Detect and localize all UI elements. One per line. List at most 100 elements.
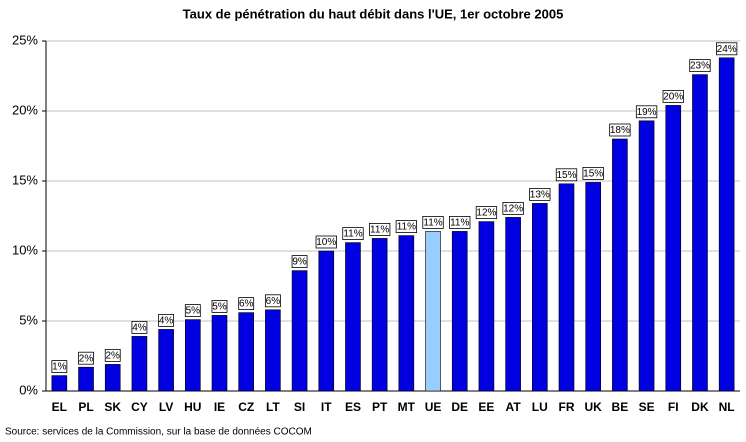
y-tick-label: 15% bbox=[12, 172, 38, 187]
y-tick-label: 0% bbox=[19, 382, 38, 397]
bar bbox=[318, 250, 335, 392]
bar bbox=[104, 364, 121, 392]
value-label: 11% bbox=[450, 218, 469, 229]
value-label: 15% bbox=[583, 169, 603, 180]
value-label-box bbox=[716, 42, 738, 56]
value-label-box bbox=[475, 206, 498, 220]
value-label-box bbox=[211, 299, 228, 313]
bar bbox=[505, 217, 521, 392]
x-tick-label: SK bbox=[104, 400, 121, 414]
bar bbox=[211, 315, 228, 392]
value-label: 19% bbox=[637, 107, 657, 118]
bar bbox=[265, 309, 281, 392]
x-tick-label: IT bbox=[321, 400, 332, 414]
y-tick-label: 10% bbox=[12, 242, 38, 257]
x-tick-label: AT bbox=[506, 400, 522, 414]
x-tick-label: DK bbox=[691, 400, 709, 414]
bar bbox=[665, 105, 682, 392]
bar bbox=[425, 231, 441, 392]
value-label: 2% bbox=[79, 353, 94, 364]
bar bbox=[532, 203, 548, 392]
value-label-box bbox=[422, 215, 444, 229]
bar bbox=[612, 138, 628, 392]
x-tick-label: EE bbox=[478, 400, 494, 414]
bar bbox=[451, 231, 468, 392]
x-tick-label: FR bbox=[559, 400, 575, 414]
chart-title: Taux de pénétration du haut débit dans l… bbox=[183, 6, 564, 21]
value-label-box bbox=[131, 320, 148, 334]
x-tick-label: SI bbox=[294, 400, 305, 414]
value-label-box bbox=[158, 313, 175, 327]
value-label-box bbox=[51, 360, 68, 374]
bar bbox=[345, 242, 361, 392]
x-tick-label: DE bbox=[451, 400, 468, 414]
x-tick-label: EL bbox=[52, 400, 67, 414]
x-tick-label: CZ bbox=[238, 400, 254, 414]
value-label: 11% bbox=[370, 225, 389, 236]
y-tick-label: 5% bbox=[19, 312, 38, 327]
value-label: 13% bbox=[530, 190, 550, 201]
value-label: 24% bbox=[717, 44, 737, 55]
value-label-box bbox=[238, 297, 255, 311]
bar bbox=[78, 366, 94, 392]
value-label-box bbox=[689, 59, 711, 72]
value-label: 2% bbox=[106, 351, 121, 362]
value-label: 10% bbox=[316, 237, 336, 248]
value-label-box bbox=[369, 222, 391, 236]
bar bbox=[238, 312, 254, 392]
value-label: 11% bbox=[397, 222, 416, 233]
x-tick-label: LT bbox=[266, 400, 280, 414]
value-label: 6% bbox=[266, 296, 281, 307]
y-tick-label: 20% bbox=[12, 102, 38, 117]
x-tick-label: BE bbox=[612, 400, 629, 414]
bar bbox=[158, 329, 174, 392]
bar bbox=[558, 183, 575, 392]
value-label: 5% bbox=[212, 302, 227, 313]
value-label-box bbox=[582, 166, 604, 180]
value-label-box bbox=[264, 294, 281, 308]
value-label-box bbox=[609, 123, 631, 137]
value-label-box bbox=[395, 220, 417, 234]
x-tick-label: LV bbox=[159, 400, 173, 414]
x-tick-label: SE bbox=[639, 400, 655, 414]
bar bbox=[291, 270, 308, 392]
bar bbox=[718, 57, 735, 392]
x-tick-label: FI bbox=[668, 400, 679, 414]
value-label: 1% bbox=[52, 362, 67, 373]
x-tick-label: CY bbox=[131, 400, 148, 414]
value-label: 15% bbox=[556, 170, 576, 181]
value-label: 12% bbox=[476, 208, 496, 219]
x-tick-label: NL bbox=[719, 400, 735, 414]
value-label: 12% bbox=[503, 204, 523, 215]
bar bbox=[585, 182, 601, 392]
value-label: 20% bbox=[663, 92, 683, 103]
value-label-box bbox=[555, 168, 578, 182]
value-label-box bbox=[104, 348, 121, 362]
x-tick-label: PL bbox=[78, 400, 93, 414]
x-tick-label: MT bbox=[398, 400, 416, 414]
value-label-box bbox=[529, 187, 551, 201]
value-label: 11% bbox=[343, 229, 362, 240]
x-tick-label: HU bbox=[184, 400, 201, 414]
value-label-box bbox=[315, 235, 337, 249]
bar bbox=[692, 74, 708, 392]
x-tick-label: IE bbox=[214, 400, 225, 414]
x-tick-label: PT bbox=[372, 400, 388, 414]
value-label-box bbox=[78, 351, 94, 365]
bar bbox=[371, 238, 388, 392]
x-tick-label: LU bbox=[532, 400, 548, 414]
value-label-box bbox=[662, 90, 684, 103]
value-label: 4% bbox=[159, 316, 174, 327]
bar bbox=[131, 336, 148, 392]
value-label: 6% bbox=[239, 299, 254, 310]
value-label-box bbox=[342, 227, 364, 241]
bar bbox=[638, 120, 655, 392]
value-label-box bbox=[184, 304, 201, 318]
value-label: 11% bbox=[423, 218, 442, 229]
y-tick-label: 25% bbox=[12, 32, 38, 47]
value-label: 9% bbox=[292, 257, 307, 268]
value-label: 18% bbox=[610, 125, 630, 136]
value-label-box bbox=[502, 201, 524, 215]
bar bbox=[51, 375, 68, 392]
x-tick-label: ES bbox=[345, 400, 361, 414]
